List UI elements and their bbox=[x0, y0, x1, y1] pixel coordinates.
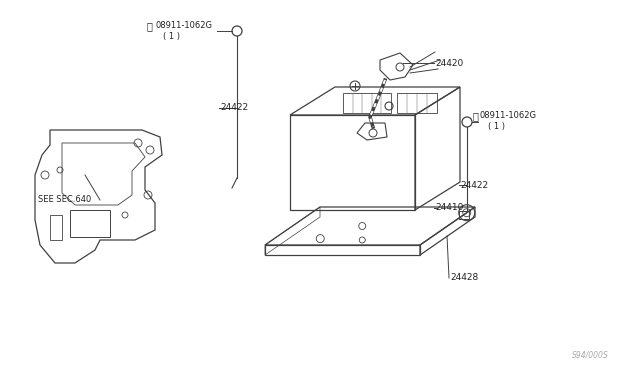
Text: 24420: 24420 bbox=[435, 58, 463, 67]
Text: ⓝ: ⓝ bbox=[146, 21, 152, 31]
Text: 24428: 24428 bbox=[450, 273, 478, 282]
Text: 24422: 24422 bbox=[220, 103, 248, 112]
Text: 08911-1062G: 08911-1062G bbox=[155, 22, 212, 31]
Text: 24422: 24422 bbox=[460, 180, 488, 189]
Text: ( 1 ): ( 1 ) bbox=[488, 122, 505, 131]
Text: S94/000S: S94/000S bbox=[572, 350, 609, 359]
Text: ( 1 ): ( 1 ) bbox=[163, 32, 180, 41]
Text: ⓝ: ⓝ bbox=[472, 111, 478, 121]
Text: 24410: 24410 bbox=[435, 203, 463, 212]
Text: 08911-1062G: 08911-1062G bbox=[480, 112, 537, 121]
Text: SEE SEC.640: SEE SEC.640 bbox=[38, 196, 92, 205]
